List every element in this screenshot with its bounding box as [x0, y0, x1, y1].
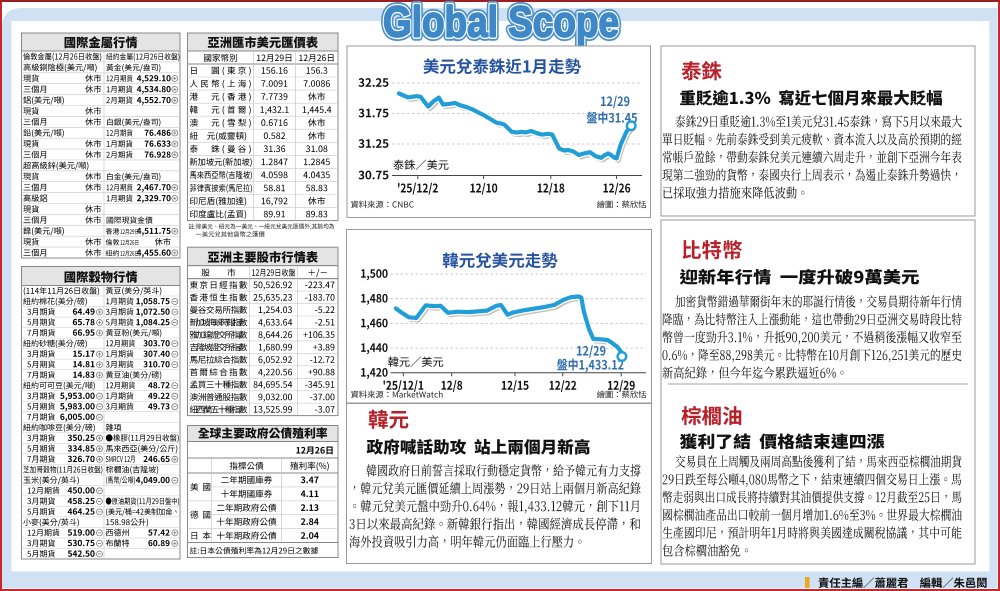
svg-text:Global Scope: Global Scope [383, 0, 619, 47]
svg-text:Global Scope: Global Scope [383, 0, 619, 47]
svg-text:Global Scope: Global Scope [383, 0, 619, 47]
